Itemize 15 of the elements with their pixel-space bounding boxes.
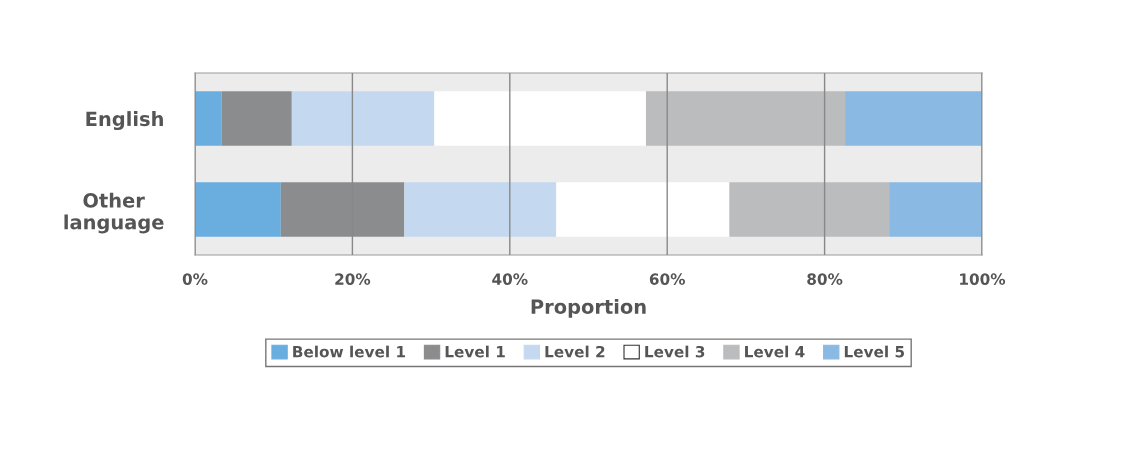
legend-label: Level 1 xyxy=(445,345,505,358)
legend-label: Level 5 xyxy=(844,345,904,358)
x-axis-title: Proportion xyxy=(531,298,646,318)
legend-label: Level 3 xyxy=(645,345,705,358)
x-tick-label: 20% xyxy=(335,273,371,285)
x-tick-label: 80% xyxy=(807,273,843,285)
legend-label: Level 2 xyxy=(545,345,605,358)
legend-label: Below level 1 xyxy=(293,345,406,358)
legend-label: Level 4 xyxy=(745,345,805,358)
y-tick-label: English xyxy=(86,111,163,131)
x-tick-label: 60% xyxy=(649,273,685,285)
x-tick-label: 0% xyxy=(182,273,208,285)
y-tick-label: Other language xyxy=(64,192,164,234)
x-tick-label: 100% xyxy=(960,273,1006,285)
x-tick-label: 40% xyxy=(492,273,528,285)
